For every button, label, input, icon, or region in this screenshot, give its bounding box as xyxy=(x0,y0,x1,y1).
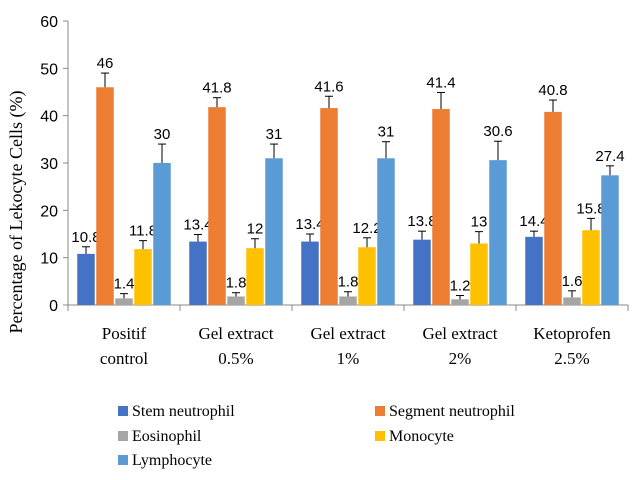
y-tick-label: 20 xyxy=(40,203,58,220)
bar xyxy=(377,158,395,305)
data-label: 12 xyxy=(247,221,264,238)
legend-label: Stem neutrophil xyxy=(132,403,235,420)
data-label: 1.8 xyxy=(338,274,359,291)
x-tick-label: Gel extract xyxy=(310,324,385,343)
legend-swatch xyxy=(375,431,385,441)
data-label: 13.8 xyxy=(407,213,436,230)
data-label: 11.8 xyxy=(129,223,157,240)
bar xyxy=(525,236,543,305)
data-label: 41.8 xyxy=(202,80,231,97)
data-label: 30 xyxy=(154,126,171,143)
bar xyxy=(358,247,376,305)
data-label: 27.4 xyxy=(595,148,624,165)
bar xyxy=(339,296,357,305)
legend-label: Eosinophil xyxy=(132,428,202,445)
bar xyxy=(301,241,319,305)
data-label: 46 xyxy=(97,55,114,72)
bar xyxy=(189,241,207,305)
data-label: 30.6 xyxy=(483,123,512,140)
legend-label: Monocyte xyxy=(389,428,454,445)
data-label: 13 xyxy=(471,214,488,231)
bar xyxy=(265,158,283,305)
bar xyxy=(115,298,133,305)
data-label: 10.8 xyxy=(71,229,100,246)
legend-swatch xyxy=(118,406,128,416)
y-axis-label: Percentage of Lekocyte Cells (%) xyxy=(6,91,27,334)
bar xyxy=(470,243,488,305)
data-label: 1.2 xyxy=(450,278,471,295)
y-axis-title: Percentage of Lekocyte Cells (%) xyxy=(6,91,27,334)
bar xyxy=(227,296,245,305)
bar xyxy=(77,253,95,305)
legend: Stem neutrophil Segment neutrophil Eosinop… xyxy=(118,403,515,469)
x-tick-label: Ketoprofen xyxy=(533,324,611,343)
x-tick-label: 2.5% xyxy=(554,349,589,368)
bar xyxy=(601,175,619,305)
data-label: 14.4 xyxy=(519,213,548,230)
plot-area: 0 10 20 30 40 50 60 10.8 46 1.4 11.8 30 Positif contr… xyxy=(40,14,629,368)
bar xyxy=(413,239,431,305)
x-tick-label: Gel extract xyxy=(422,324,497,343)
x-tick-label: control xyxy=(100,349,148,368)
data-label: 31 xyxy=(266,126,283,143)
y-tick-label: 0 xyxy=(49,298,58,315)
y-tick-label: 10 xyxy=(40,251,58,268)
bar xyxy=(134,249,152,305)
x-tick-label: 2% xyxy=(449,349,472,368)
data-label: 31 xyxy=(378,124,395,141)
data-label: 13.4 xyxy=(295,216,324,233)
bar xyxy=(563,297,581,305)
bar xyxy=(153,163,171,305)
bar xyxy=(96,87,114,306)
bar xyxy=(208,107,226,305)
y-tick-label: 60 xyxy=(40,14,58,31)
legend-label: Lymphocyte xyxy=(132,452,212,469)
bar xyxy=(320,108,338,306)
y-tick-label: 50 xyxy=(40,61,58,78)
bar xyxy=(432,109,450,305)
data-label: 40.8 xyxy=(538,82,567,99)
data-label: 41.6 xyxy=(314,78,343,95)
x-tick-label: Gel extract xyxy=(198,324,273,343)
x-tick-label: 0.5% xyxy=(218,349,253,368)
data-label: 41.4 xyxy=(426,74,455,91)
x-tick-label: 1% xyxy=(337,349,360,368)
bar xyxy=(246,248,264,305)
y-tick-label: 30 xyxy=(40,156,58,173)
bar xyxy=(489,160,507,305)
legend-swatch xyxy=(118,431,128,441)
legend-swatch xyxy=(375,406,385,416)
data-label: 13.4 xyxy=(183,216,212,233)
data-label: 1.8 xyxy=(226,275,247,292)
legend-label: Segment neutrophil xyxy=(389,403,515,420)
bar xyxy=(451,299,469,305)
x-tick-label: Positif xyxy=(102,324,147,343)
data-label: 15.8 xyxy=(576,200,605,217)
data-label: 1.4 xyxy=(114,276,135,293)
bar xyxy=(582,230,600,305)
y-tick-label: 40 xyxy=(40,109,58,126)
legend-swatch xyxy=(118,455,128,465)
data-label: 1.6 xyxy=(562,273,583,290)
data-label: 12.2 xyxy=(352,220,381,237)
bar xyxy=(544,111,562,305)
